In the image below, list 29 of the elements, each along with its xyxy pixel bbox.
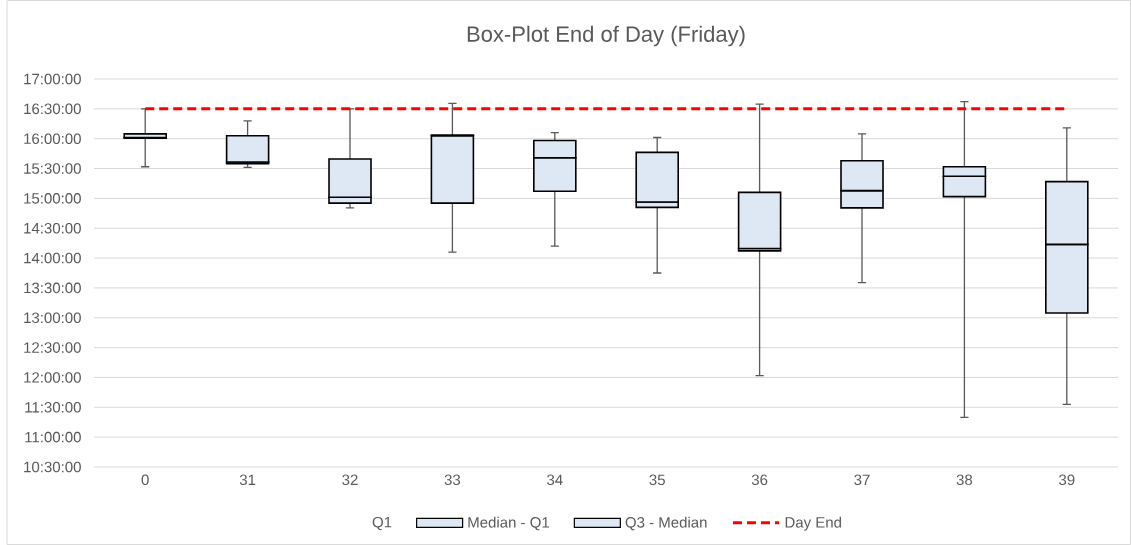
legend-label: Q3 - Median bbox=[625, 516, 707, 531]
y-tick-label: 12:30:00 bbox=[24, 342, 81, 353]
chart-title: Box-Plot End of Day (Friday) bbox=[467, 25, 745, 47]
y-tick-label: 16:30:00 bbox=[24, 103, 81, 115]
x-tick-label: 37 bbox=[854, 474, 870, 486]
y-tick-label: 11:30:00 bbox=[25, 401, 81, 413]
y-tick-label: 10:30:00 bbox=[24, 461, 81, 473]
x-tick-label: 35 bbox=[649, 474, 665, 486]
x-tick-label: 36 bbox=[751, 474, 768, 486]
y-tick-label: 13:00:00 bbox=[24, 312, 81, 324]
y-tick-label: 17:00:00 bbox=[24, 73, 81, 85]
y-tick-label: 16:00:00 bbox=[24, 133, 81, 144]
x-tick-label: 32 bbox=[342, 474, 358, 486]
y-tick-label: 15:00:00 bbox=[24, 193, 81, 204]
legend-label: Day End bbox=[785, 516, 841, 531]
x-tick-label: 33 bbox=[444, 474, 461, 486]
y-tick-label: 13:30:00 bbox=[24, 282, 81, 294]
x-tick-label: 31 bbox=[239, 474, 256, 486]
x-tick-label: 38 bbox=[956, 474, 973, 486]
legend-label: Median - Q1 bbox=[468, 516, 549, 531]
y-tick-label: 15:30:00 bbox=[24, 163, 81, 174]
text: Q1 bbox=[372, 516, 392, 531]
x-tick-label: 0 bbox=[141, 474, 149, 486]
y-tick-label: 14:00:00 bbox=[24, 252, 81, 264]
y-tick-label: 11:00:00 bbox=[25, 431, 81, 443]
x-tick-label: 39 bbox=[1059, 474, 1075, 486]
y-tick-label: 14:30:00 bbox=[24, 222, 81, 234]
y-tick-label: 12:00:00 bbox=[24, 372, 81, 383]
x-tick-label: 34 bbox=[547, 474, 563, 486]
